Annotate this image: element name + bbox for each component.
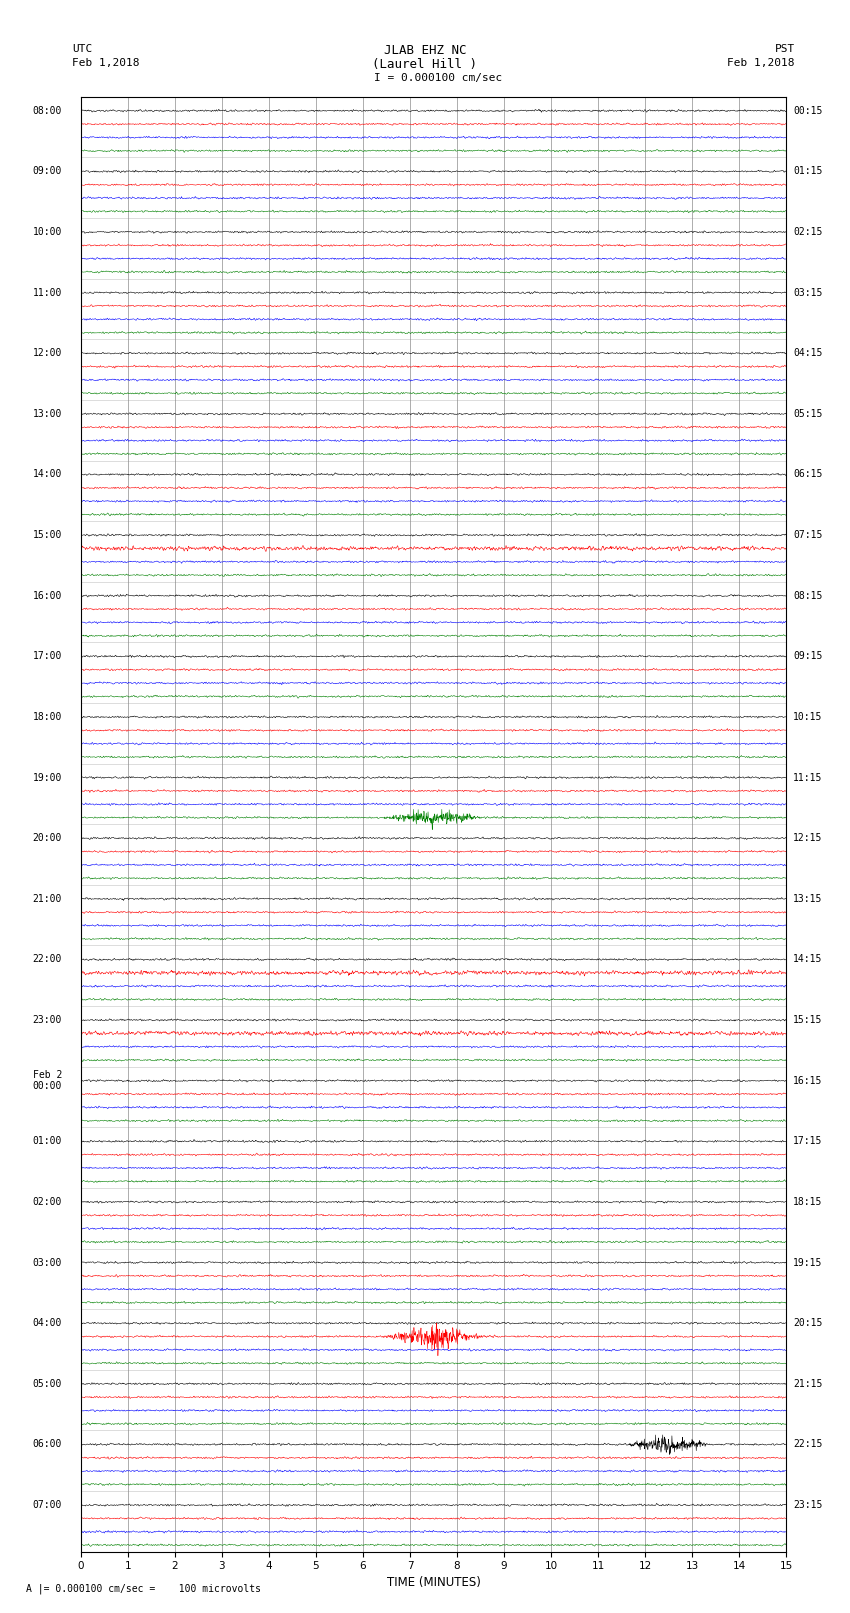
Text: 11:15: 11:15 <box>793 773 823 782</box>
Text: Feb 1,2018: Feb 1,2018 <box>72 58 139 68</box>
Text: 17:15: 17:15 <box>793 1136 823 1147</box>
Text: 08:00: 08:00 <box>32 106 62 116</box>
Text: 22:00: 22:00 <box>32 955 62 965</box>
Text: 09:00: 09:00 <box>32 166 62 176</box>
Text: 19:15: 19:15 <box>793 1258 823 1268</box>
Text: PST: PST <box>774 44 795 53</box>
Text: Feb 1,2018: Feb 1,2018 <box>728 58 795 68</box>
Text: A |= 0.000100 cm/sec =    100 microvolts: A |= 0.000100 cm/sec = 100 microvolts <box>26 1582 260 1594</box>
Text: 20:00: 20:00 <box>32 834 62 844</box>
Text: JLAB EHZ NC: JLAB EHZ NC <box>383 44 467 56</box>
Text: 01:00: 01:00 <box>32 1136 62 1147</box>
Text: 06:00: 06:00 <box>32 1439 62 1450</box>
Text: 16:00: 16:00 <box>32 590 62 600</box>
Text: 11:00: 11:00 <box>32 287 62 297</box>
Text: 02:00: 02:00 <box>32 1197 62 1207</box>
Text: 14:00: 14:00 <box>32 469 62 479</box>
Text: (Laurel Hill ): (Laurel Hill ) <box>372 58 478 71</box>
Text: 18:15: 18:15 <box>793 1197 823 1207</box>
Text: 09:15: 09:15 <box>793 652 823 661</box>
Text: 23:00: 23:00 <box>32 1015 62 1024</box>
Text: 13:00: 13:00 <box>32 408 62 419</box>
Text: 10:15: 10:15 <box>793 711 823 723</box>
Text: 05:00: 05:00 <box>32 1379 62 1389</box>
Text: 20:15: 20:15 <box>793 1318 823 1327</box>
Text: I = 0.000100 cm/sec: I = 0.000100 cm/sec <box>374 73 502 82</box>
Text: 08:15: 08:15 <box>793 590 823 600</box>
Text: 12:15: 12:15 <box>793 834 823 844</box>
Text: 02:15: 02:15 <box>793 227 823 237</box>
Text: 21:00: 21:00 <box>32 894 62 903</box>
Text: 22:15: 22:15 <box>793 1439 823 1450</box>
Text: Feb 2
00:00: Feb 2 00:00 <box>32 1069 62 1092</box>
Text: 06:15: 06:15 <box>793 469 823 479</box>
Text: 03:15: 03:15 <box>793 287 823 297</box>
Text: 04:15: 04:15 <box>793 348 823 358</box>
Text: 23:15: 23:15 <box>793 1500 823 1510</box>
Text: 19:00: 19:00 <box>32 773 62 782</box>
Text: 12:00: 12:00 <box>32 348 62 358</box>
Text: 15:00: 15:00 <box>32 531 62 540</box>
Text: 10:00: 10:00 <box>32 227 62 237</box>
Text: 17:00: 17:00 <box>32 652 62 661</box>
Text: 13:15: 13:15 <box>793 894 823 903</box>
Text: 07:15: 07:15 <box>793 531 823 540</box>
Text: 14:15: 14:15 <box>793 955 823 965</box>
Text: 18:00: 18:00 <box>32 711 62 723</box>
Text: 01:15: 01:15 <box>793 166 823 176</box>
Text: UTC: UTC <box>72 44 93 53</box>
Text: 15:15: 15:15 <box>793 1015 823 1024</box>
Text: 21:15: 21:15 <box>793 1379 823 1389</box>
Text: 07:00: 07:00 <box>32 1500 62 1510</box>
Text: 03:00: 03:00 <box>32 1258 62 1268</box>
Text: 05:15: 05:15 <box>793 408 823 419</box>
X-axis label: TIME (MINUTES): TIME (MINUTES) <box>387 1576 480 1589</box>
Text: 04:00: 04:00 <box>32 1318 62 1327</box>
Text: 16:15: 16:15 <box>793 1076 823 1086</box>
Text: 00:15: 00:15 <box>793 106 823 116</box>
